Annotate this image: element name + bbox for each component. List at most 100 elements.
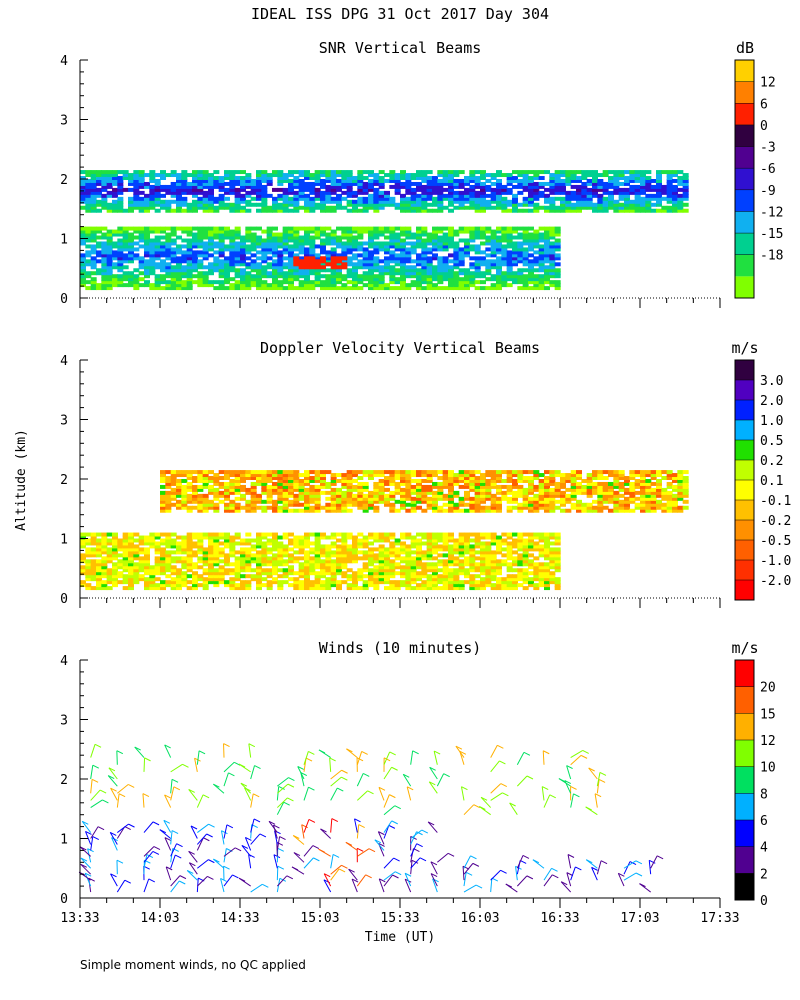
velocity-cell	[352, 577, 358, 582]
snr-cell	[272, 271, 278, 276]
velocity-cell	[298, 562, 305, 567]
snr-cell	[458, 193, 465, 198]
snr-cell	[90, 256, 97, 261]
snr-cell	[293, 238, 300, 243]
velocity-cell	[672, 505, 678, 510]
velocity-cell	[309, 565, 316, 570]
velocity-cell	[437, 484, 444, 489]
velocity-cell	[160, 562, 166, 567]
snr-cell	[341, 244, 348, 249]
velocity-cell	[197, 559, 204, 564]
snr-cell	[266, 250, 273, 255]
snr-cell	[181, 199, 188, 204]
velocity-cell	[234, 562, 241, 567]
snr-cell	[373, 265, 380, 270]
velocity-cell	[208, 532, 214, 537]
velocity-cell	[325, 490, 332, 495]
snr-cell	[112, 256, 118, 261]
snr-cell	[549, 283, 556, 288]
snr-cell	[106, 232, 113, 237]
snr-cell	[442, 173, 449, 178]
snr-cell	[288, 199, 294, 204]
velocity-cell	[453, 476, 460, 480]
velocity-cell	[85, 586, 92, 591]
velocity-cell	[613, 502, 620, 507]
velocity-cell	[400, 470, 406, 475]
snr-cell	[165, 250, 172, 255]
snr-cell	[256, 238, 262, 243]
snr-cell	[640, 187, 646, 192]
velocity-cell	[634, 473, 641, 478]
snr-cell	[208, 184, 214, 189]
snr-colorbar-unit: dB	[736, 39, 754, 57]
velocity-cell	[565, 508, 572, 513]
snr-cell	[224, 274, 230, 279]
snr-cell	[213, 286, 220, 291]
velocity-cell	[213, 502, 220, 507]
snr-cell	[517, 179, 524, 183]
snr-cell	[496, 277, 502, 282]
velocity-cell	[346, 568, 353, 573]
snr-cell	[362, 265, 369, 270]
velocity-cell	[544, 476, 550, 480]
velocity-cell	[373, 508, 380, 513]
snr-cell	[314, 196, 321, 201]
snr-cell	[357, 199, 364, 204]
velocity-cell	[298, 479, 305, 483]
snr-cell	[581, 193, 588, 198]
velocity-cell	[352, 580, 358, 585]
snr-cell	[304, 253, 310, 258]
snr-cell	[469, 277, 476, 282]
velocity-cell	[282, 487, 289, 492]
velocity-cell	[272, 505, 278, 510]
snr-cell	[330, 247, 337, 252]
velocity-cell	[309, 580, 316, 585]
snr-cell	[565, 176, 572, 180]
snr-cell	[234, 241, 241, 246]
snr-cell	[250, 196, 257, 201]
velocity-cell	[458, 580, 465, 585]
velocity-cell	[293, 535, 300, 540]
snr-cell	[106, 244, 113, 249]
snr-cell	[320, 193, 326, 198]
snr-cell	[272, 235, 278, 240]
velocity-cell	[128, 571, 134, 576]
snr-cell	[208, 283, 214, 288]
snr-cell	[517, 274, 524, 279]
snr-cell	[170, 247, 177, 252]
velocity-cell	[256, 544, 262, 549]
velocity-cell	[437, 493, 444, 498]
snr-cell	[570, 179, 577, 183]
snr-cell	[245, 256, 252, 261]
snr-cell	[624, 208, 630, 213]
velocity-cell	[602, 481, 609, 486]
snr-cell	[197, 244, 204, 249]
snr-cell	[117, 280, 124, 285]
snr-cell	[309, 173, 316, 178]
velocity-cell	[570, 496, 577, 501]
snr-cell	[197, 187, 204, 192]
velocity-cell	[245, 550, 252, 555]
snr-cell	[384, 193, 390, 198]
snr-cell	[314, 170, 321, 175]
snr-cell	[389, 271, 396, 276]
snr-cell	[410, 271, 417, 276]
snr-cell	[501, 208, 508, 213]
velocity-cell	[645, 508, 652, 513]
velocity-cell	[240, 565, 246, 570]
snr-cell	[341, 170, 348, 175]
velocity-cell	[213, 568, 220, 573]
snr-cell	[122, 277, 129, 282]
snr-cell	[117, 277, 124, 282]
snr-cell	[533, 244, 540, 249]
snr-cell	[128, 179, 134, 183]
velocity-cell	[165, 565, 172, 570]
velocity-cell	[314, 535, 321, 540]
snr-cell	[661, 184, 668, 189]
snr-cell	[448, 253, 454, 258]
velocity-cell	[213, 556, 220, 561]
snr-cell	[309, 238, 316, 243]
snr-cell	[618, 193, 625, 198]
velocity-cell	[309, 583, 316, 588]
velocity-cell	[666, 493, 673, 498]
